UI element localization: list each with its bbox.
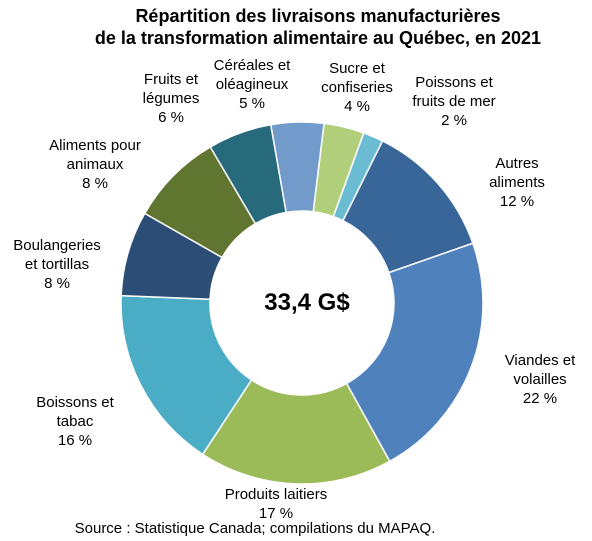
label-fruits-et-legumes: Fruits et légumes 6 % (143, 71, 200, 126)
label-sucre-et-confiseries: Sucre et confiseries 4 % (321, 60, 393, 115)
slice-viandes-et-volailles (345, 242, 484, 463)
source-note: Source : Statistique Canada; compilation… (75, 520, 436, 537)
chart-subtitle: de la transformation alimentaire au Québ… (95, 28, 541, 48)
label-autres-aliments: Autres aliments 12 % (489, 155, 545, 210)
chart-title: Répartition des livraisons manufacturièr… (135, 6, 500, 26)
label-boulangeries-et-tortillas: Boulangeries et tortillas 8 % (13, 237, 101, 292)
donut-slices (120, 121, 484, 485)
slice-boissons-et-tabac (120, 294, 253, 456)
slice-labels: Sucre et confiseries 4 % Poissons et fruits … (13, 57, 576, 522)
label-cereales-et-oleagineux: Céréales et oléagineux 5 % (214, 57, 292, 112)
slice-cereales-et-oleagineux (269, 121, 325, 214)
label-boissons-et-tabac: Boissons et tabac 16 % (36, 394, 114, 449)
label-aliments-pour-animaux: Aliments pour animaux 8 % (49, 137, 141, 192)
label-poissons-et-fruits-de-mer: Poissons et fruits de mer 2 % (412, 74, 495, 129)
slice-produits-laitiers (201, 378, 391, 485)
label-viandes-et-volailles: Viandes et volailles 22 % (505, 352, 576, 407)
label-produits-laitiers: Produits laitiers 17 % (225, 486, 328, 522)
center-total-label: 33,4 G$ (264, 289, 350, 316)
